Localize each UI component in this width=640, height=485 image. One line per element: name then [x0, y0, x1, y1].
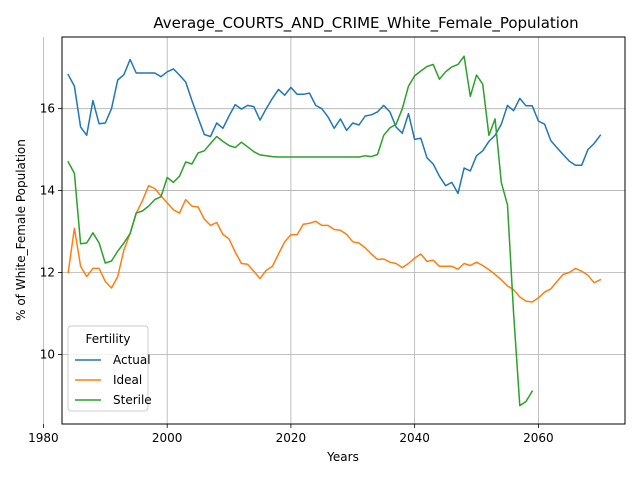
legend: Fertility Actual Ideal Sterile	[67, 325, 152, 412]
y-axis-label: % of White_Female Population	[14, 139, 28, 321]
series-line-sterile	[67, 55, 534, 407]
plot-frame	[61, 36, 626, 425]
legend-label-actual: Actual	[113, 353, 151, 367]
x-tick-label: 2000	[152, 431, 183, 445]
y-tick-label: 10	[40, 347, 55, 361]
series-lines	[67, 55, 602, 407]
legend-box	[67, 325, 149, 412]
series-line-actual	[67, 58, 602, 195]
y-tick-label: 14	[40, 184, 55, 198]
x-tick-label: 2020	[276, 431, 307, 445]
y-tick-label: 16	[40, 102, 55, 116]
chart-title: Average_COURTS_AND_CRIME_White_Female_Po…	[153, 14, 578, 33]
legend-title: Fertility	[85, 332, 130, 346]
legend-label-ideal: Ideal	[113, 373, 142, 387]
legend-label-sterile: Sterile	[113, 393, 152, 407]
y-tick-label: 12	[40, 265, 55, 279]
x-tick-label: 2060	[523, 431, 554, 445]
x-tick-label: 2040	[399, 431, 430, 445]
x-tick-label: 1980	[28, 431, 59, 445]
axis-ticks: 1980 2000 2020 2040 2060 10 12 14 16	[28, 102, 553, 445]
legend-items: Actual Ideal Sterile	[75, 353, 152, 407]
x-axis-label: Years	[326, 450, 359, 464]
